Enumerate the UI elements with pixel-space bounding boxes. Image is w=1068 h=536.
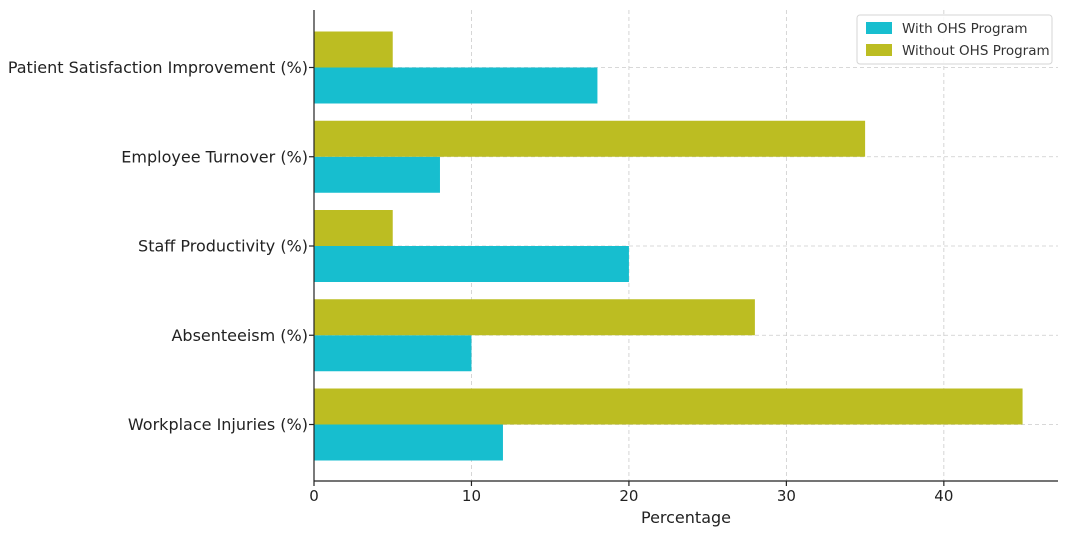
- bar-with-ohs: [314, 156, 440, 193]
- category-labels: Workplace Injuries (%) Absenteeism (%) Sta…: [8, 58, 308, 434]
- category-label: Workplace Injuries (%): [128, 415, 308, 434]
- legend-swatch: [866, 22, 892, 34]
- legend: With OHS Program Without OHS Program: [856, 14, 1053, 65]
- x-tick-label: 20: [619, 487, 638, 505]
- bar-with-ohs: [314, 335, 472, 372]
- x-axis-title: Percentage: [641, 508, 731, 527]
- bar-with-ohs: [314, 246, 629, 282]
- legend-label: Without OHS Program: [902, 43, 1050, 59]
- category-label: Patient Satisfaction Improvement (%): [8, 58, 308, 77]
- bar-without-ohs: [314, 299, 755, 336]
- x-tick-label: 10: [462, 487, 481, 505]
- bar-with-ohs: [314, 424, 503, 461]
- x-tick-label: 40: [934, 487, 953, 505]
- bar-without-ohs: [314, 31, 393, 68]
- bar-without-ohs: [314, 388, 1023, 425]
- bar-with-ohs: [314, 67, 598, 104]
- bar-without-ohs: [314, 120, 866, 157]
- legend-label: With OHS Program: [902, 21, 1028, 37]
- axes: [309, 10, 1058, 486]
- category-label: Staff Productivity (%): [138, 237, 308, 256]
- category-label: Employee Turnover (%): [121, 147, 308, 166]
- legend-frame: [856, 14, 1053, 65]
- category-label: Absenteeism (%): [171, 326, 308, 345]
- x-tick-labels: 0 10 20 30 40: [309, 487, 953, 505]
- legend-swatch: [866, 44, 892, 56]
- bar-without-ohs: [314, 210, 393, 246]
- x-tick-label: 0: [309, 487, 319, 505]
- x-tick-label: 30: [777, 487, 796, 505]
- bars: [314, 31, 1023, 461]
